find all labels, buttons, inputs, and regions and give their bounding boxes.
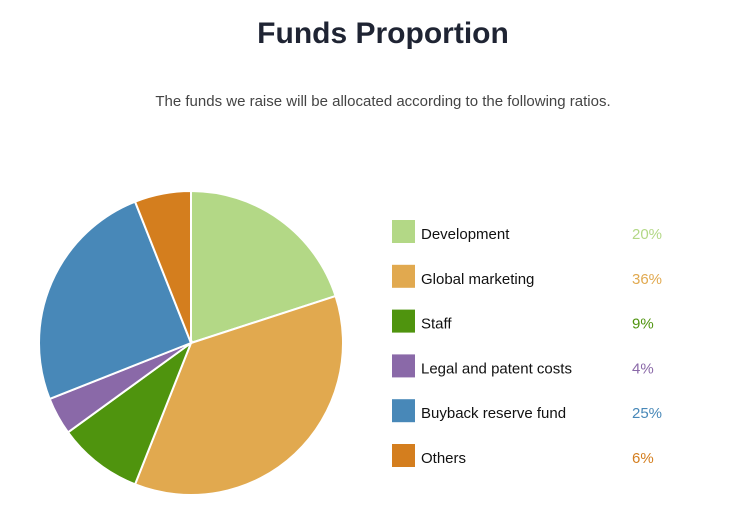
legend-swatch: [392, 399, 415, 423]
legend-label: Development: [421, 226, 510, 243]
value-label: 6%: [632, 450, 654, 467]
value-label: 36%: [632, 271, 662, 288]
legend-swatch: [392, 309, 415, 333]
legend-label: Legal and patent costs: [421, 360, 572, 377]
value-label: 4%: [632, 360, 654, 377]
value-label: 25%: [632, 405, 662, 422]
legend-label: Staff: [421, 316, 452, 333]
legend-label: Global marketing: [421, 271, 534, 288]
legend-swatch: [392, 354, 415, 378]
legend-swatch: [392, 220, 415, 243]
legend-label: Others: [421, 450, 466, 467]
chart-title: Funds Proportion: [257, 17, 509, 50]
legend-label: Buyback reserve fund: [421, 405, 566, 422]
pie-slice: [133, 294, 344, 496]
legend-swatch: [392, 444, 415, 467]
pie-slice: [190, 189, 337, 345]
pie-slice: [38, 200, 193, 401]
pie-slice: [66, 340, 194, 486]
legend-swatch: [392, 264, 415, 288]
chart-subtitle: The funds we raise will be allocated acc…: [155, 93, 610, 110]
pie-slice: [133, 189, 192, 344]
value-label: 20%: [632, 226, 662, 243]
value-label: 9%: [632, 316, 654, 333]
